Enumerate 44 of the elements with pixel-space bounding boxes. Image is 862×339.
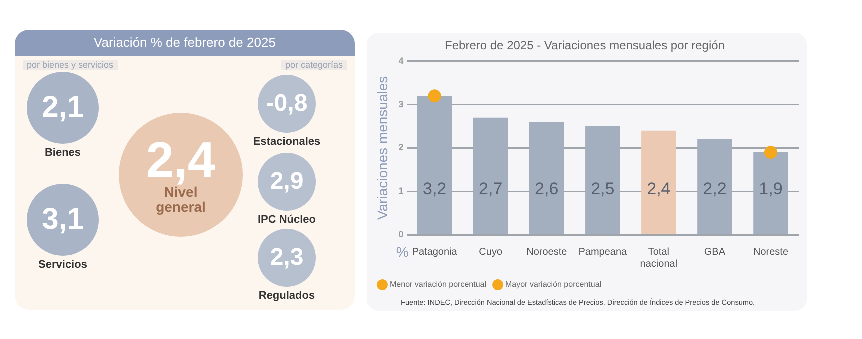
data-label: 2,4 [647,180,671,199]
bar [530,122,564,234]
data-label: 2,2 [703,180,727,199]
text: % [396,244,409,260]
x-tick-label: Cuyo [479,246,503,258]
text: por categorías [281,60,347,70]
data-label: 1,9 [759,180,783,199]
text: por bienes y servicios [23,60,118,70]
x-tick-label: Patagonia [412,246,458,258]
legend-label: Mayor variación porcentual [505,280,602,290]
y-tick-label: 0 [398,229,404,240]
text: 2,3 [270,244,304,271]
text: 3,1 [42,203,84,236]
category-label: Estacionales [252,136,322,148]
bar [417,96,452,234]
data-label: 2,6 [535,180,559,199]
y-axis-title: Variaciones mensuales [374,76,390,220]
bar [698,140,732,234]
category-label: Servicios [38,259,88,271]
legend-label: Menor variación porcentual [390,280,487,290]
data-label: 3,2 [423,180,447,199]
y-tick-label: 4 [398,56,404,66]
bar [642,130,676,234]
x-tick-label: Total nacional [640,246,678,270]
text: 2,1 [42,91,84,124]
bar [754,152,788,234]
x-tick-label: Noroeste [526,246,568,258]
text: Variación % de febrero de 2025 [15,30,355,56]
bar [473,118,508,234]
category-label: Regulados [258,290,316,302]
y-tick-label: 2 [398,142,404,153]
y-tick-label: 1 [398,186,404,196]
bar [586,126,620,234]
data-label: 2,5 [591,180,615,199]
text: 2,9 [270,168,304,195]
x-tick-label: GBA [704,246,726,258]
text: -0,8 [266,90,308,117]
x-tick-label: Pampeana [578,246,628,258]
x-tick-label: Noreste [753,246,789,258]
category-label: Bienes [44,147,82,159]
chart-title: Febrero de 2025 - Variaciones mensuales por región [445,38,725,53]
category-label: IPC Núcleo [256,214,318,226]
y-tick-label: 3 [398,99,404,110]
data-label: 2,7 [479,180,503,199]
